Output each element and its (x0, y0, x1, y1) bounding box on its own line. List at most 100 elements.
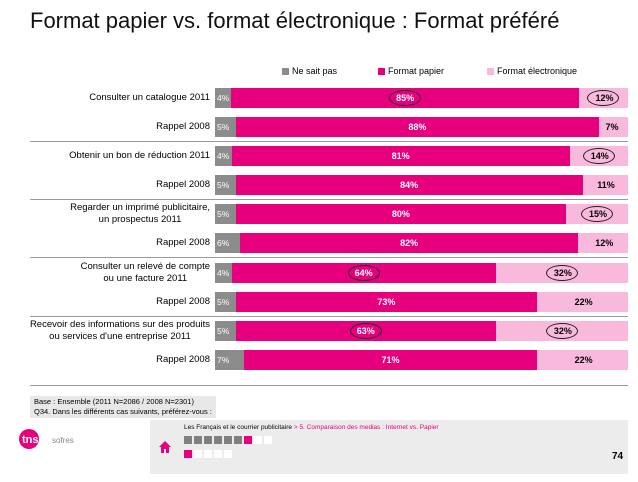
tns-sofres-logo: tns sofres (19, 429, 74, 449)
bar-segment-ne-sait-pas (215, 350, 244, 370)
bar-segment-ne-sait-pas (215, 175, 236, 195)
legend-label: Format papier (388, 66, 445, 76)
bar-segment-ne-sait-pas (215, 88, 232, 108)
bar-segment-papier (231, 146, 570, 166)
nav-square (214, 450, 222, 458)
bar-row: 4% 85% 12% (215, 88, 628, 108)
bar-segment-papier (239, 233, 579, 253)
notes-base: Base : Ensemble (2011 N=2086 / 2008 N=23… (34, 397, 194, 406)
home-icon[interactable] (158, 440, 172, 454)
highlight-circle (587, 90, 620, 106)
data-label: 12% (595, 238, 614, 248)
bar-segment-electronique (537, 350, 628, 370)
page-title: Format papier vs. format électronique : … (30, 8, 560, 33)
highlight-circle (389, 90, 422, 106)
data-label: 5% (217, 209, 230, 219)
group-separator (30, 141, 628, 142)
legend-label: Ne sait pas (292, 66, 338, 76)
data-label: 73% (377, 297, 396, 307)
nav-square (244, 436, 252, 444)
data-label: 88% (408, 122, 427, 132)
row-label: Regarder un imprimé publicitaire, un pros… (70, 202, 210, 226)
legend-swatch (487, 67, 494, 75)
data-label: 5% (217, 180, 230, 190)
bar-row: 5% 88% 7% (215, 117, 628, 137)
nav-square (194, 450, 202, 458)
data-label: 4% (217, 151, 230, 161)
highlight-circle (581, 206, 614, 222)
data-label: 82% (400, 238, 419, 248)
data-label: 6% (217, 238, 230, 248)
row-label-line: Rappel 2008 (156, 354, 210, 365)
legend-swatch (378, 67, 385, 75)
footer-breadcrumb: Les Français et le courrier publicitaire… (184, 424, 439, 431)
highlight-circle (347, 265, 380, 281)
row-label-line: ou services d'une entreprise 2011 (49, 331, 191, 342)
logo-text-main: tns (22, 434, 39, 446)
bar-row: 7% 71% 22% (215, 350, 628, 370)
row-label-line: Rappel 2008 (156, 296, 210, 307)
row-label: Rappel 2008 (156, 121, 210, 133)
legend-item-format-electronique: Format électronique (487, 66, 577, 76)
bar-segment-papier (235, 117, 600, 137)
logo-text-sub: sofres (52, 436, 74, 445)
data-label: 5% (217, 326, 230, 336)
bar-segment-ne-sait-pas (215, 117, 236, 137)
group-separator (30, 199, 628, 200)
row-label: Rappel 2008 (156, 237, 210, 249)
row-label-line: Rappel 2008 (156, 179, 210, 190)
nav-square (254, 436, 262, 444)
chart-bottom-line (30, 385, 628, 386)
nav-square (224, 436, 232, 444)
nav-square (234, 436, 242, 444)
bar-row: 5% 84% 11% (215, 175, 628, 195)
data-label: 11% (597, 180, 615, 190)
bar-segment-ne-sait-pas (215, 292, 236, 312)
nav-square (184, 436, 192, 444)
row-label: Rappel 2008 (156, 354, 210, 366)
legend-swatch (282, 67, 289, 75)
footer-panel (150, 420, 628, 474)
nav-square (204, 450, 212, 458)
row-label: Recevoir des informations sur des produi… (30, 319, 210, 343)
row-label-line: Regarder un imprimé publicitaire, (70, 202, 210, 213)
data-label: 4% (217, 268, 230, 278)
data-label: 4% (217, 93, 230, 103)
bar-segment-ne-sait-pas (215, 233, 240, 253)
breadcrumb-section: Les Français et le courrier publicitaire (184, 424, 293, 431)
bar-row: 5% 63% 32% (215, 321, 628, 341)
bar-segment-ne-sait-pas (215, 204, 236, 224)
group-separator (30, 316, 628, 317)
breadcrumb-current[interactable]: > 5. Comparaison des medias : Internet v… (293, 424, 439, 431)
bar-segment-electronique (599, 117, 628, 137)
data-label: 71% (381, 355, 400, 365)
row-label-line: ou une facture 2011 (103, 273, 188, 284)
notes-box: Base : Ensemble (2011 N=2086 / 2008 N=23… (30, 396, 216, 418)
data-label: 7% (217, 355, 230, 365)
bar-segment-electronique (582, 175, 628, 195)
highlight-circle (582, 148, 615, 164)
row-label: Rappel 2008 (156, 296, 210, 308)
data-label: 81% (391, 151, 410, 161)
chart-legend: Ne sait pas Format papier Format électro… (0, 66, 638, 80)
nav-square (184, 450, 192, 458)
row-label-line: Obtenir un bon de réduction 2011 (69, 150, 210, 161)
bar-row: 5% 80% 15% (215, 204, 628, 224)
legend-label: Format électronique (497, 66, 578, 76)
bar-row: 5% 73% 22% (215, 292, 628, 312)
bar-segment-papier (235, 204, 567, 224)
row-label: Obtenir un bon de réduction 2011 (69, 150, 210, 162)
data-label: 7% (605, 122, 619, 132)
row-label: Consulter un relevé de compte ou une fact… (81, 261, 210, 285)
highlight-circle (349, 323, 382, 339)
data-label: 5% (217, 297, 230, 307)
highlight-circle (545, 323, 578, 339)
bar-row: 4% 81% 14% (215, 146, 628, 166)
bar-segment-papier (243, 350, 538, 370)
bar-segment-ne-sait-pas (215, 321, 236, 341)
row-label: Rappel 2008 (156, 179, 210, 191)
row-label-line: Rappel 2008 (156, 121, 210, 132)
nav-square (204, 436, 212, 444)
data-label: 84% (400, 180, 419, 190)
notes-question: Q34. Dans les différents cas suivants, p… (34, 407, 212, 416)
